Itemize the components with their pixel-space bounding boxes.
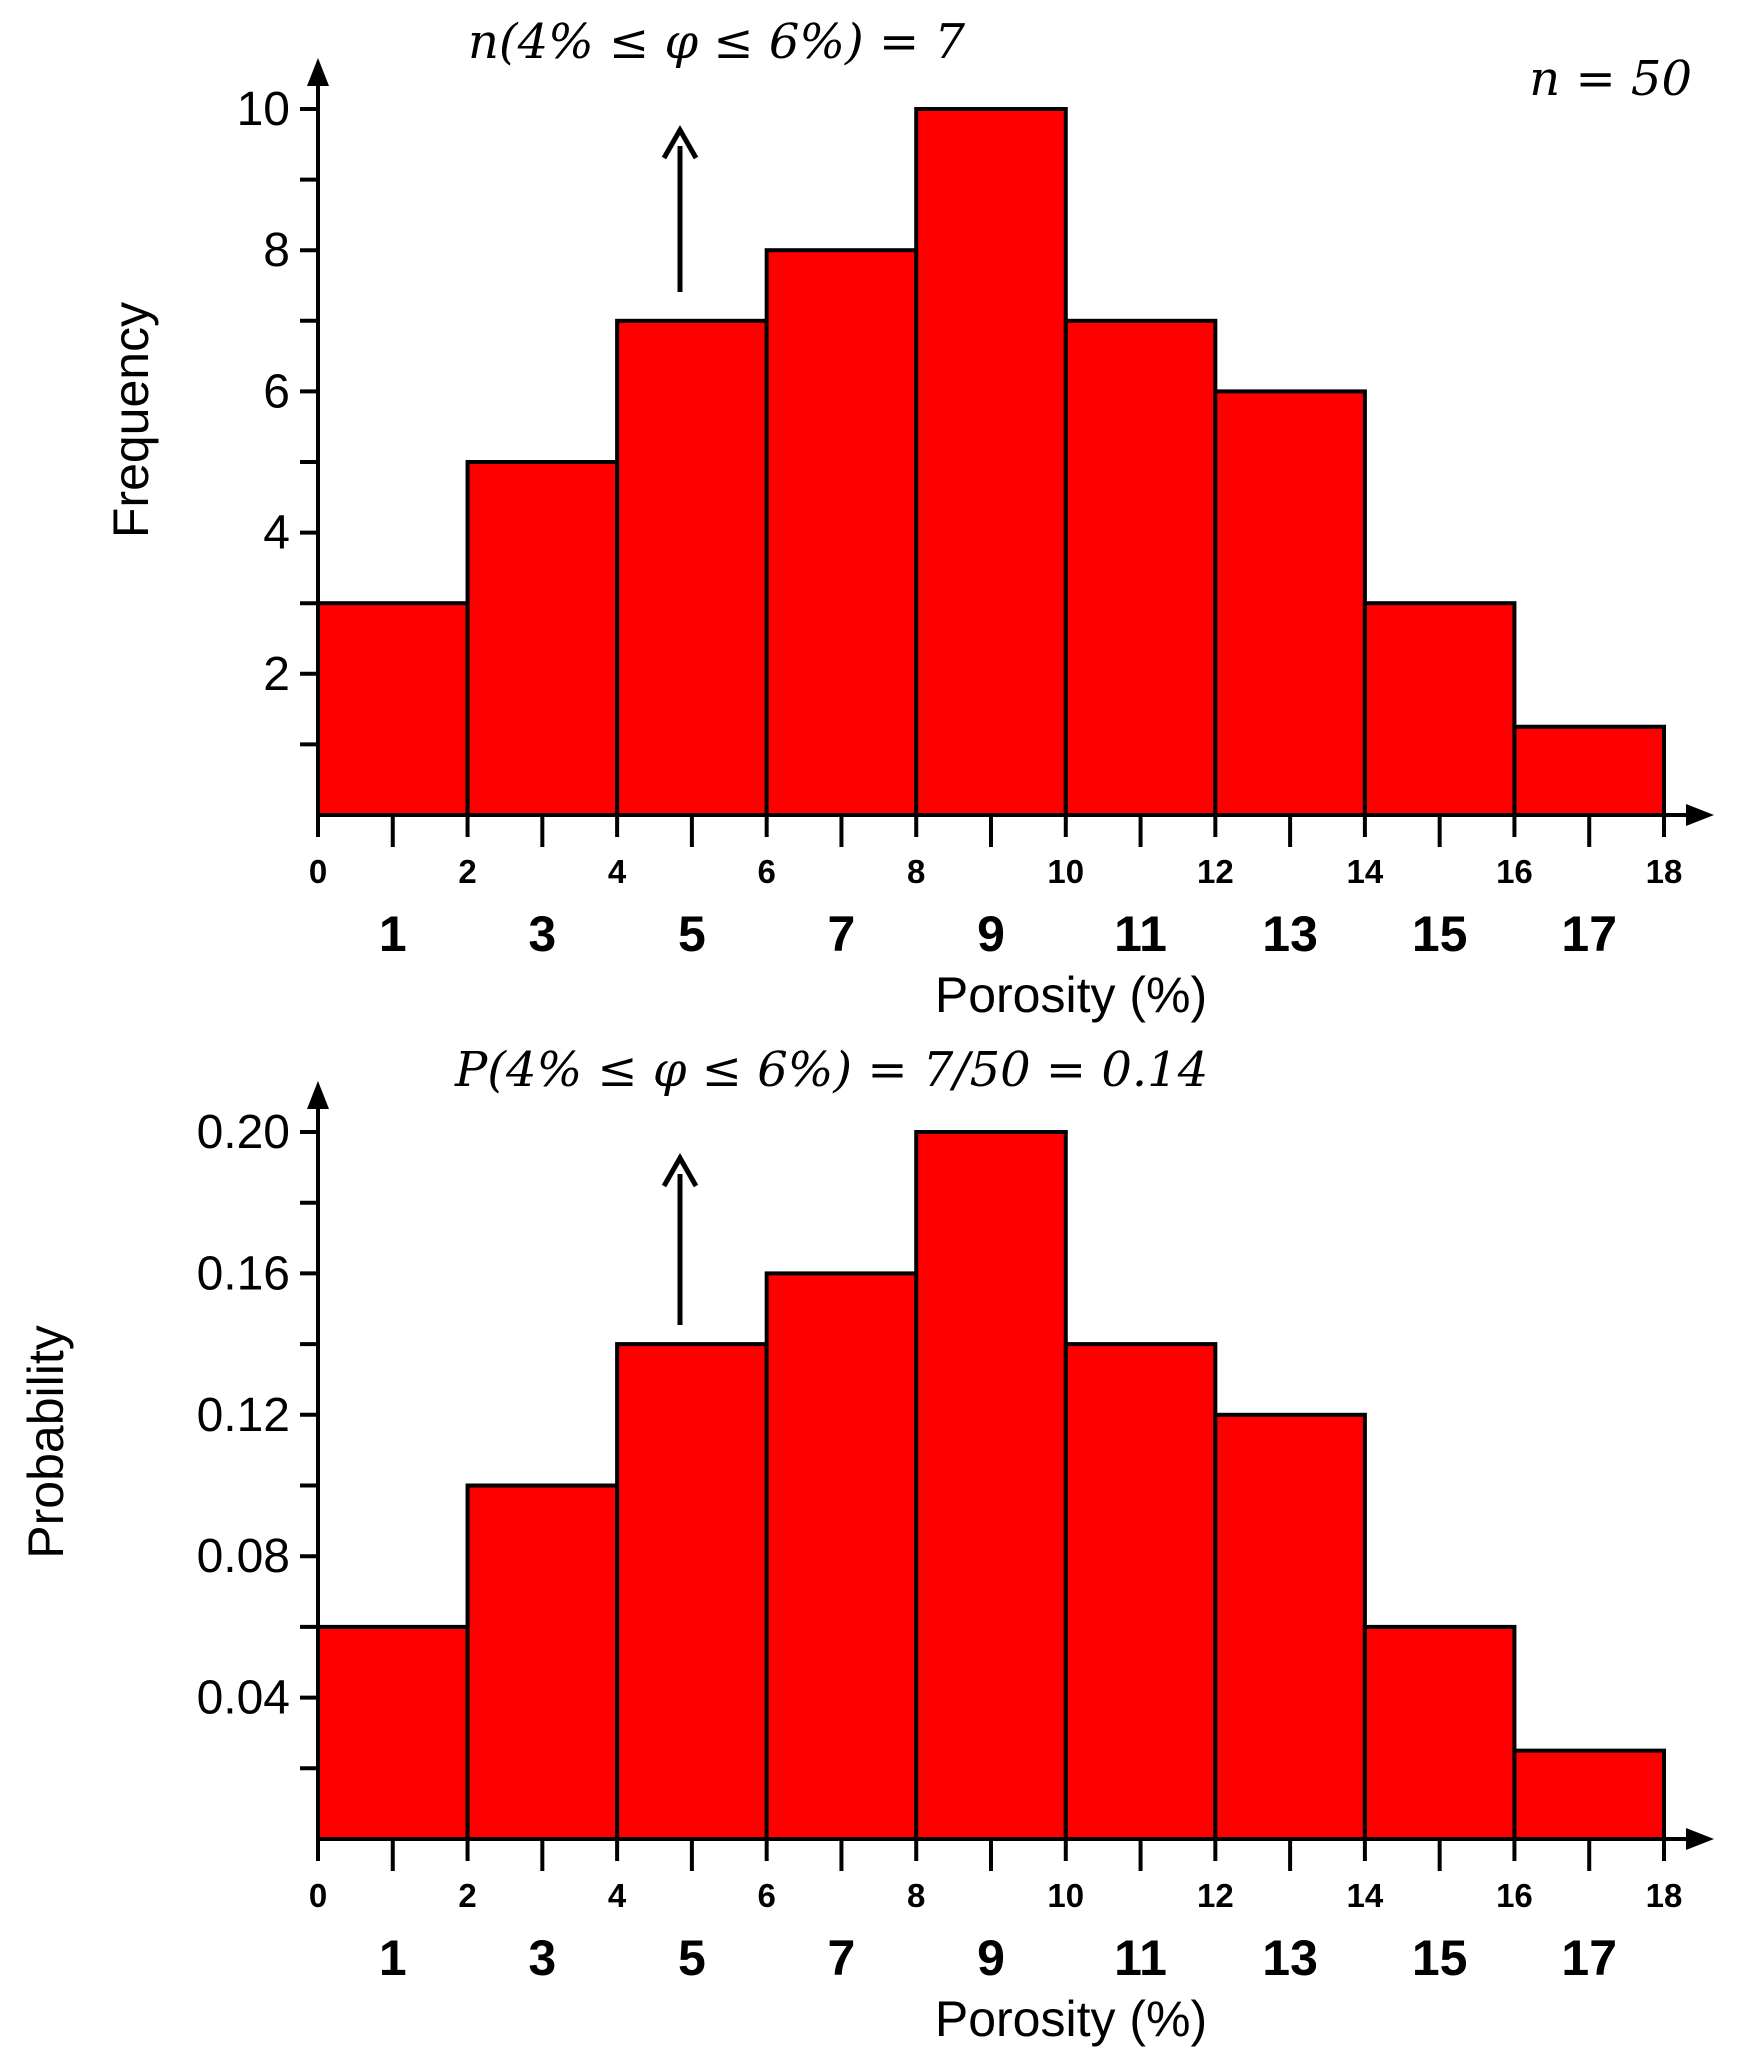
x-axis-arrowhead bbox=[1686, 804, 1714, 826]
annotation-arrowhead bbox=[661, 124, 699, 160]
bin-center-label: 7 bbox=[828, 1930, 856, 1986]
x-edge-tick-label: 6 bbox=[757, 1877, 775, 1914]
x-edge-tick-label: 10 bbox=[1047, 1877, 1084, 1914]
histogram-bar bbox=[1213, 389, 1367, 817]
x-edge-tick-label: 2 bbox=[458, 853, 476, 890]
x-edge-tick-label: 8 bbox=[907, 1877, 925, 1914]
x-edge-tick-label: 0 bbox=[309, 853, 327, 890]
histogram-bar bbox=[615, 1342, 769, 1841]
histogram-bar bbox=[1512, 1748, 1667, 1841]
bin-center-label: 17 bbox=[1561, 906, 1617, 962]
bin-center-label: 9 bbox=[977, 1930, 1005, 1986]
y-tick-label: 8 bbox=[263, 224, 290, 277]
probability-histogram: 0.040.080.120.160.200 2 4 6 8 10 12 14 16 181 3 5 7 9… bbox=[18, 1042, 1714, 2047]
histogram-bar bbox=[1063, 1342, 1218, 1841]
bin-center-label: 5 bbox=[678, 906, 706, 962]
bin-center-label: 17 bbox=[1561, 1930, 1617, 1986]
histogram-bar bbox=[1362, 1624, 1517, 1842]
annotation-arrowhead bbox=[661, 1152, 699, 1188]
histogram-bar bbox=[1213, 1412, 1367, 1842]
bin-center-label: 9 bbox=[977, 906, 1005, 962]
bin-center-label: 5 bbox=[678, 1930, 706, 1986]
x-edge-tick-label: 12 bbox=[1197, 1877, 1234, 1914]
y-tick-label: 0.04 bbox=[197, 1672, 290, 1725]
x-axis-arrowhead bbox=[1686, 1828, 1714, 1850]
histogram-bar bbox=[764, 248, 919, 817]
bin-center-label: 7 bbox=[828, 906, 856, 962]
histogram-bar bbox=[914, 107, 1068, 817]
y-tick-label: 0.20 bbox=[197, 1106, 290, 1159]
y-axis-label: Frequency bbox=[103, 302, 159, 538]
y-tick-label: 0.12 bbox=[197, 1389, 290, 1442]
bin-center-label: 15 bbox=[1412, 1930, 1468, 1986]
sample-size-note: n = 50 bbox=[1529, 51, 1692, 107]
bin-center-label: 13 bbox=[1262, 906, 1318, 962]
bin-center-label: 11 bbox=[1114, 1930, 1167, 1986]
bin-center-label: 15 bbox=[1412, 906, 1468, 962]
bin-center-label: 3 bbox=[528, 1930, 556, 1986]
histogram-bar bbox=[465, 1483, 620, 1841]
annotation-text: n(4% ≤ φ ≤ 6%) = 7 bbox=[468, 14, 965, 70]
annotation-text: P(4% ≤ φ ≤ 6%) = 7/50 = 0.14 bbox=[454, 1042, 1208, 1098]
x-edge-tick-label: 2 bbox=[458, 1877, 476, 1914]
histogram-bar bbox=[615, 318, 769, 817]
x-edge-tick-label: 4 bbox=[608, 1877, 627, 1914]
x-edge-tick-label: 14 bbox=[1347, 1877, 1384, 1914]
histogram-bar bbox=[316, 601, 470, 818]
bin-center-label: 13 bbox=[1262, 1930, 1318, 1986]
bin-center-label: 1 bbox=[379, 1930, 407, 1986]
x-edge-tick-label: 18 bbox=[1646, 1877, 1683, 1914]
y-tick-label: 2 bbox=[263, 648, 290, 701]
x-edge-tick-label: 8 bbox=[907, 853, 925, 890]
x-edge-tick-label: 4 bbox=[608, 853, 627, 890]
x-edge-tick-label: 12 bbox=[1197, 853, 1234, 890]
x-axis-label: Porosity (%) bbox=[935, 967, 1207, 1023]
y-axis-arrowhead bbox=[307, 1081, 329, 1109]
y-tick-label: 6 bbox=[263, 365, 290, 418]
bin-center-label: 11 bbox=[1114, 906, 1167, 962]
histogram-bar bbox=[1512, 724, 1667, 817]
histogram-bar bbox=[1063, 318, 1218, 817]
x-edge-tick-label: 16 bbox=[1496, 1877, 1533, 1914]
y-axis-label: Probability bbox=[18, 1325, 74, 1558]
y-tick-label: 0.08 bbox=[197, 1530, 290, 1583]
x-edge-tick-label: 14 bbox=[1347, 853, 1384, 890]
y-tick-label: 4 bbox=[263, 507, 290, 560]
y-tick-label: 0.16 bbox=[197, 1247, 290, 1300]
bin-center-label: 1 bbox=[379, 906, 407, 962]
histogram-bar bbox=[465, 460, 620, 817]
histogram-bar bbox=[764, 1271, 919, 1841]
y-axis-arrowhead bbox=[307, 58, 329, 86]
x-edge-tick-label: 0 bbox=[309, 1877, 327, 1914]
x-edge-tick-label: 18 bbox=[1646, 853, 1683, 890]
x-edge-tick-label: 16 bbox=[1496, 853, 1533, 890]
x-edge-tick-label: 6 bbox=[757, 853, 775, 890]
y-tick-label: 10 bbox=[237, 83, 290, 136]
histogram-bar bbox=[1362, 601, 1517, 818]
histogram-bar bbox=[316, 1624, 470, 1842]
bin-center-label: 3 bbox=[528, 906, 556, 962]
x-axis-label: Porosity (%) bbox=[935, 1991, 1207, 2047]
histogram-bar bbox=[914, 1130, 1068, 1841]
x-edge-tick-label: 10 bbox=[1047, 853, 1084, 890]
